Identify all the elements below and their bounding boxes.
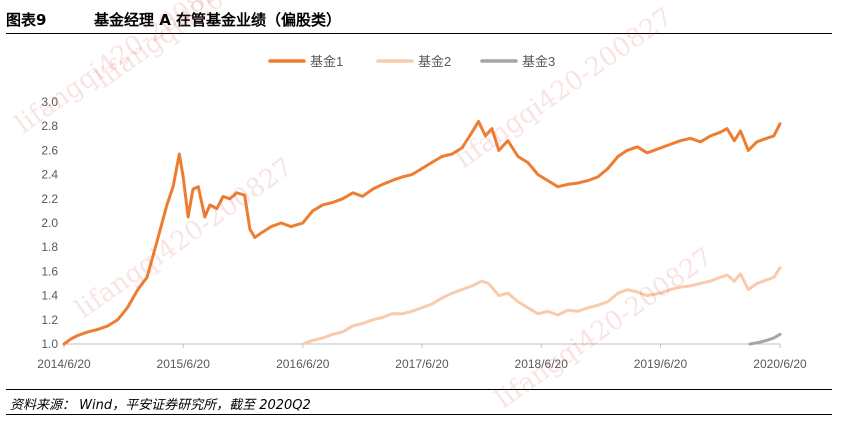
source-note: 资料来源： Wind，平安证券研究所，截至 2020Q2	[10, 398, 311, 413]
x-tick-label: 2015/6/20	[157, 357, 211, 371]
legend-label-fund1: 基金1	[310, 54, 343, 69]
y-tick-label: 1.8	[41, 240, 58, 254]
top-rule	[6, 33, 832, 34]
x-tick-label: 2019/6/20	[634, 357, 688, 371]
legend-label-fund3: 基金3	[522, 54, 555, 69]
x-tick-label: 2017/6/20	[395, 357, 449, 371]
y-tick-label: 1.2	[41, 313, 58, 327]
y-tick-label: 3.0	[41, 95, 58, 109]
legend-label-fund2: 基金2	[418, 54, 451, 69]
y-tick-label: 2.4	[41, 168, 58, 182]
end-rule	[6, 414, 832, 415]
series-lines	[62, 119, 782, 346]
y-tick-label: 2.0	[41, 216, 58, 230]
y-axis: 1.0 1.2 1.4 1.6 1.8 2.0 2.2 2.4 2.6 2.8 3.0	[41, 95, 58, 351]
series-line-fund3	[748, 332, 782, 346]
y-tick-label: 1.0	[41, 337, 58, 351]
x-tick-label: 2018/6/20	[515, 357, 569, 371]
y-tick-label: 1.4	[41, 289, 58, 303]
series-line-fund1	[62, 119, 782, 346]
figure-header: 图表9 基金经理 A 在管基金业绩（偏股类）	[6, 6, 830, 32]
chart-legend: 基金1 基金2 基金3	[268, 54, 555, 69]
y-tick-label: 1.6	[41, 264, 58, 278]
y-tick-label: 2.8	[41, 119, 58, 133]
x-tick-label: 2014/6/20	[37, 357, 91, 371]
y-tick-label: 2.2	[41, 192, 58, 206]
x-tick-label: 2020/6/20	[753, 357, 807, 371]
x-axis: 2014/6/20 2015/6/20 2016/6/20 2017/6/20 2018…	[37, 343, 807, 371]
series-line-fund2	[301, 266, 782, 346]
figure-number: 图表9	[6, 11, 47, 29]
x-tick-label: 2016/6/20	[276, 357, 330, 371]
line-chart: 基金1 基金2 基金3 1.0 1.2 1.4 1.6 1.8 2.0 2.2 2.4 2.6 2.8…	[37, 54, 807, 371]
y-tick-label: 2.6	[41, 143, 58, 157]
figure-title: 基金经理 A 在管基金业绩（偏股类）	[94, 11, 342, 29]
bottom-rule	[6, 389, 832, 390]
